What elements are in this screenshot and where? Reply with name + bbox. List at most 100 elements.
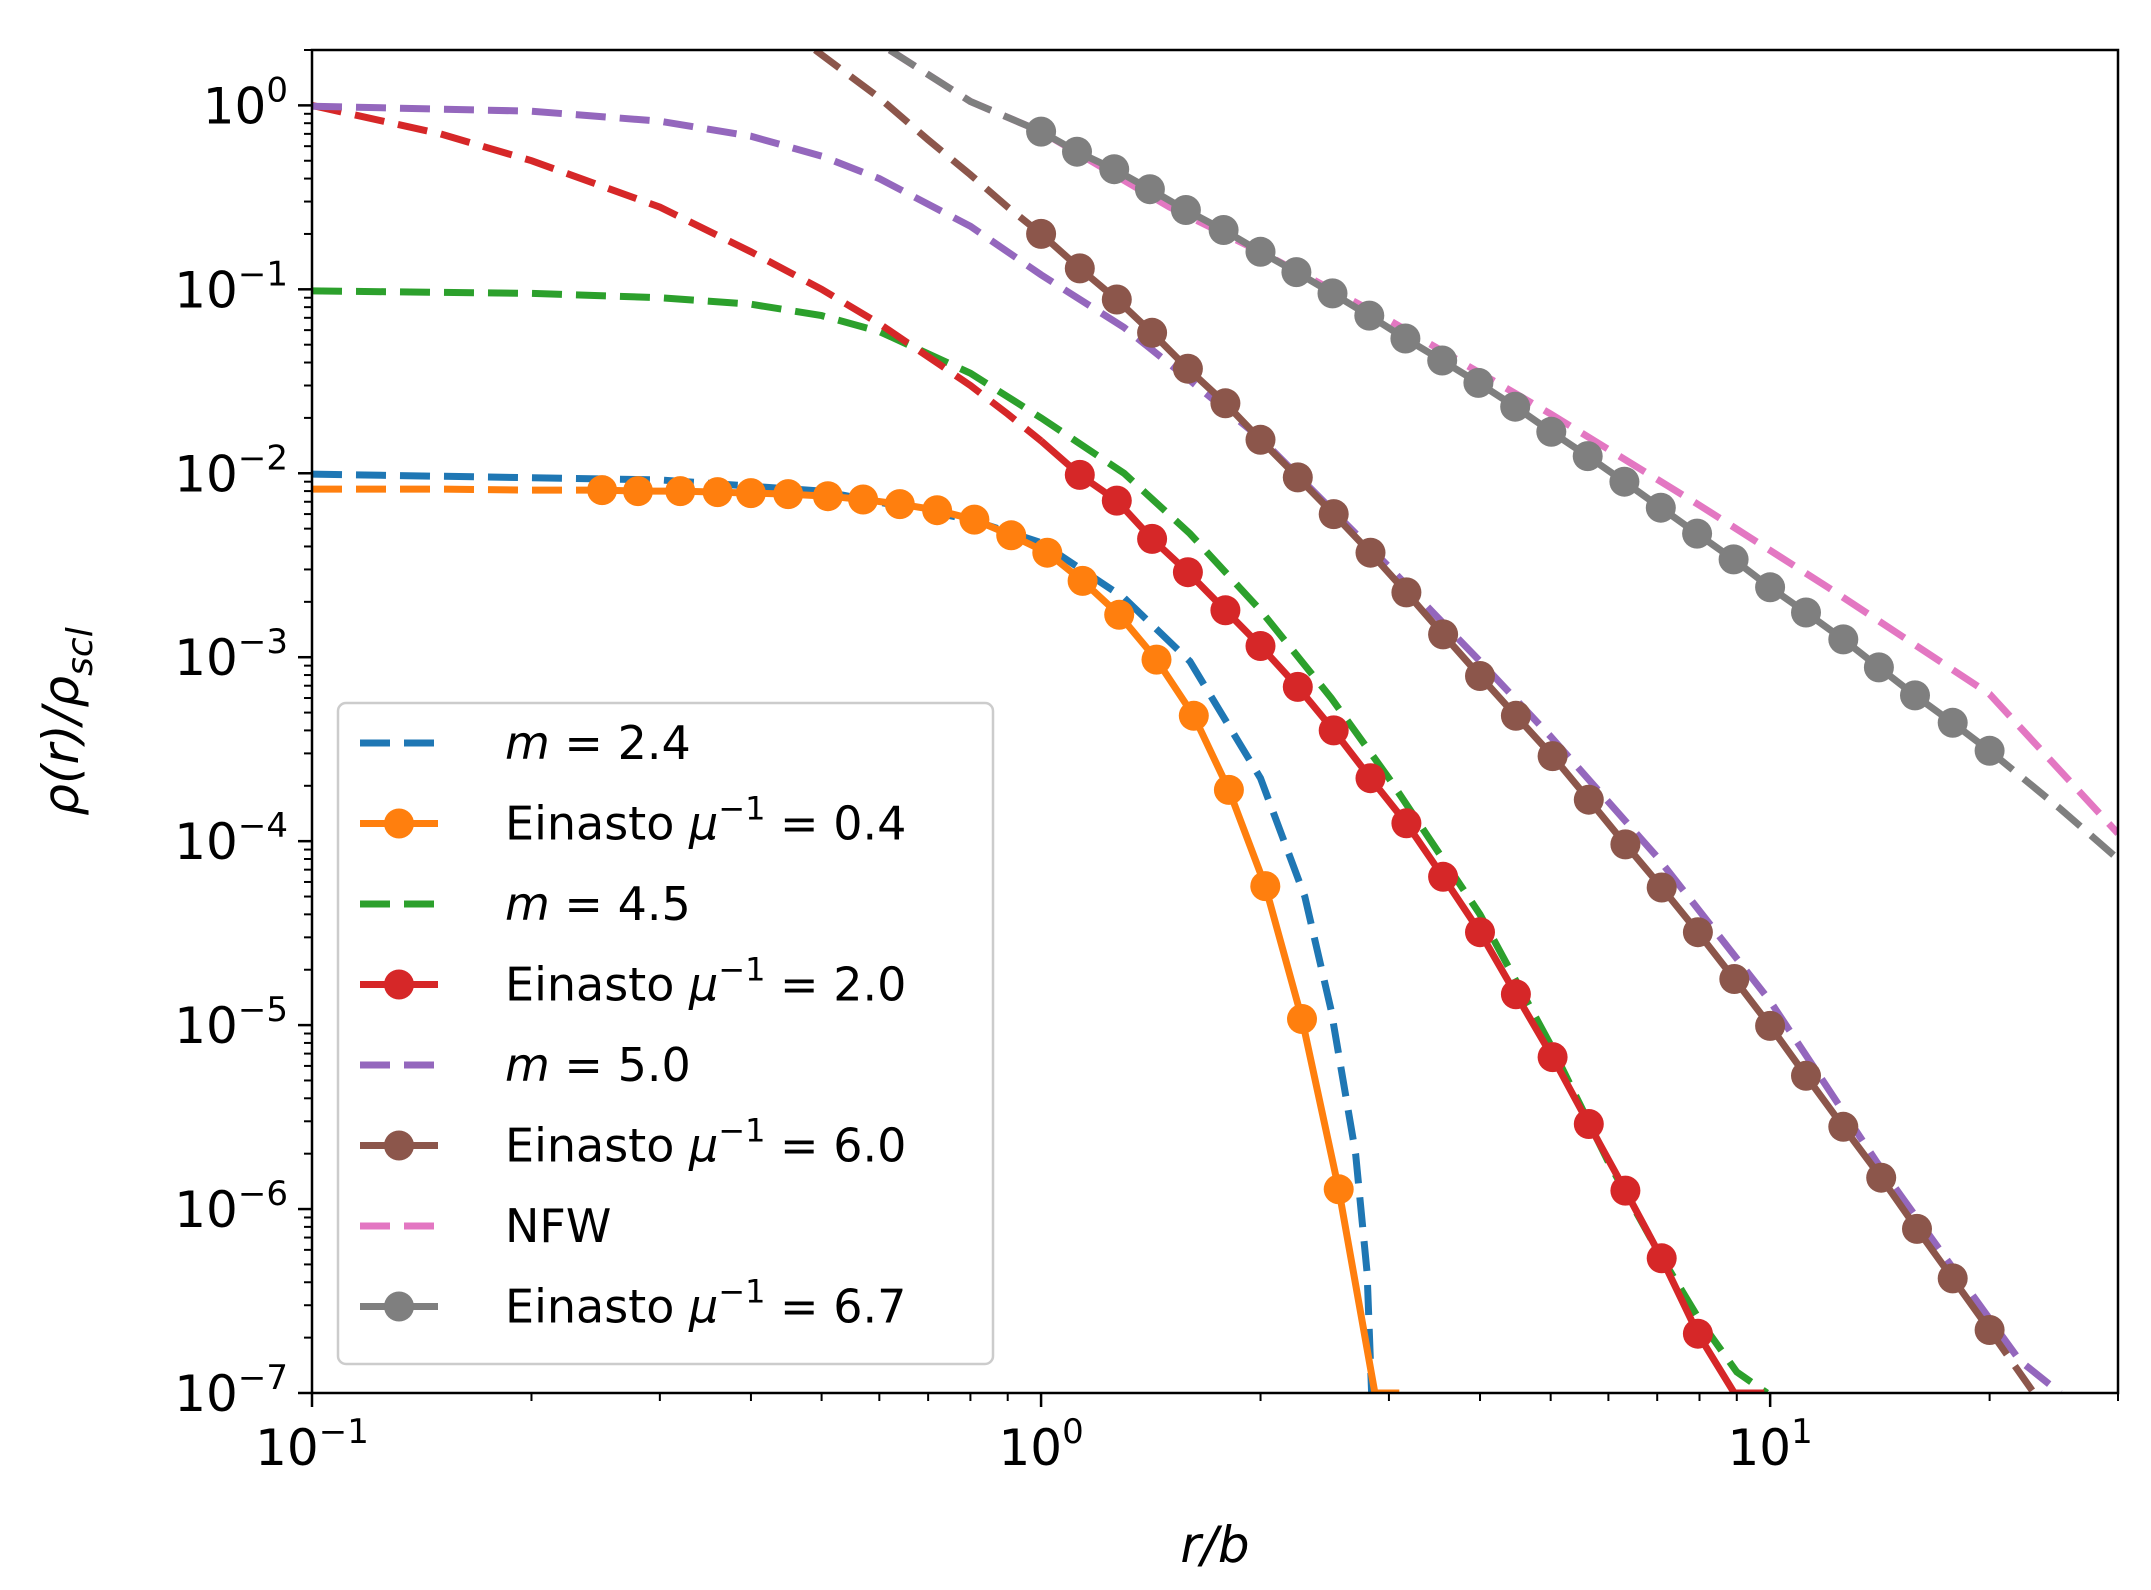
y-tick-label: 10−3 <box>174 622 288 687</box>
series-marker <box>1610 829 1641 860</box>
series-marker <box>1390 323 1421 354</box>
plot-frame <box>310 48 2120 1395</box>
series-marker <box>665 476 696 507</box>
legend-label: m = 5.0 <box>505 1038 691 1092</box>
series-marker <box>1318 715 1349 746</box>
y-tick-label: 10−7 <box>174 1358 288 1423</box>
series-marker <box>1682 518 1713 549</box>
series-marker <box>1250 871 1281 902</box>
series-marker <box>1064 253 1095 284</box>
series-dash-lead <box>312 101 1044 444</box>
series-marker <box>1282 671 1313 702</box>
legend-entry: Einasto μ−1 = 0.4 <box>360 790 906 851</box>
series-marker <box>1208 215 1239 245</box>
series-marker <box>1062 136 1092 167</box>
series-marker <box>1391 577 1422 608</box>
series-marker <box>587 475 618 506</box>
legend-label: Einasto μ−1 = 0.4 <box>505 790 906 851</box>
series-marker <box>1427 345 1458 376</box>
series-marker <box>1537 741 1568 772</box>
series-marker <box>1463 367 1494 398</box>
legend-marker <box>384 808 414 839</box>
series-marker <box>1178 700 1209 731</box>
series-layer <box>312 50 2118 1393</box>
series-marker <box>1718 544 1749 575</box>
series-marker <box>1101 485 1132 516</box>
legend-entry: m = 5.0 <box>360 1038 691 1092</box>
series-marker <box>1245 631 1276 661</box>
series-marker <box>1099 154 1130 185</box>
y-tick-label: 10−2 <box>174 438 288 503</box>
series-marker <box>1287 1004 1317 1034</box>
legend-marker <box>384 1130 414 1161</box>
series-marker <box>1465 661 1495 691</box>
series-marker <box>1537 1042 1568 1073</box>
series-marker <box>1245 236 1276 267</box>
series-line <box>602 486 1379 1393</box>
series-dash-lead <box>312 485 603 494</box>
series-marker <box>1104 599 1135 630</box>
x-tick-label: 10−1 <box>255 1412 369 1477</box>
series-line <box>1038 438 1738 1393</box>
series-marker <box>1536 416 1567 447</box>
series-marker <box>1937 707 1968 738</box>
series-marker <box>1137 317 1168 348</box>
legend-label: Einasto μ−1 = 6.7 <box>505 1273 906 1334</box>
series-marker <box>1465 917 1495 948</box>
series-marker <box>1866 1162 1897 1193</box>
series-marker <box>1134 174 1165 205</box>
legend-entry: m = 2.4 <box>360 716 691 770</box>
series-marker <box>1428 619 1459 650</box>
series-marker <box>1032 537 1063 568</box>
legend-marker <box>384 969 414 1000</box>
legend-entry: Einasto μ−1 = 6.0 <box>360 1112 906 1173</box>
legend-entry: m = 4.5 <box>360 877 691 931</box>
legend-box <box>336 701 995 1366</box>
series-marker <box>1500 700 1531 731</box>
series-marker <box>1064 459 1095 490</box>
series-marker <box>1026 116 1057 147</box>
y-tick-label: 10−1 <box>174 254 288 319</box>
legend-entry: Einasto μ−1 = 2.0 <box>360 951 906 1012</box>
series-marker <box>1428 861 1459 892</box>
series-marker <box>1974 735 2005 766</box>
series-marker <box>1067 565 1098 596</box>
y-tick-label: 10−6 <box>174 1174 288 1239</box>
series-marker <box>702 477 733 508</box>
series-1 <box>312 475 1400 1393</box>
series-marker <box>812 481 843 512</box>
series-marker <box>1213 774 1244 805</box>
series-marker <box>1317 278 1348 309</box>
series-marker <box>1210 595 1241 626</box>
series-marker <box>848 484 879 515</box>
series-marker <box>623 476 653 507</box>
series-marker <box>1282 462 1313 493</box>
series-marker <box>735 478 766 509</box>
series-marker <box>1354 300 1385 331</box>
series-marker <box>996 520 1027 551</box>
series-dash-tail <box>1987 748 2118 862</box>
series-marker <box>1682 917 1713 948</box>
legend-label: Einasto μ−1 = 6.0 <box>505 1112 906 1173</box>
series-5 <box>813 50 2037 1393</box>
series-marker <box>1355 763 1386 794</box>
series-marker <box>1318 499 1349 530</box>
series-marker <box>1974 1315 2005 1345</box>
series-marker <box>884 489 915 520</box>
series-marker <box>1391 808 1422 839</box>
series-dash-lead <box>887 50 1043 135</box>
series-marker <box>1141 644 1172 675</box>
series-marker <box>1355 537 1386 568</box>
series-marker <box>1755 572 1786 603</box>
series-marker <box>1900 680 1930 711</box>
legend-label: Einasto μ−1 = 2.0 <box>505 951 906 1012</box>
series-marker <box>1902 1213 1932 1244</box>
legend-label: m = 2.4 <box>505 716 691 770</box>
series-marker <box>1791 1060 1821 1091</box>
legend-entry: NFW <box>360 1199 611 1253</box>
series-marker <box>1573 1109 1604 1139</box>
series-marker <box>1210 388 1241 419</box>
series-marker <box>1937 1263 1968 1294</box>
series-marker <box>1281 257 1312 288</box>
